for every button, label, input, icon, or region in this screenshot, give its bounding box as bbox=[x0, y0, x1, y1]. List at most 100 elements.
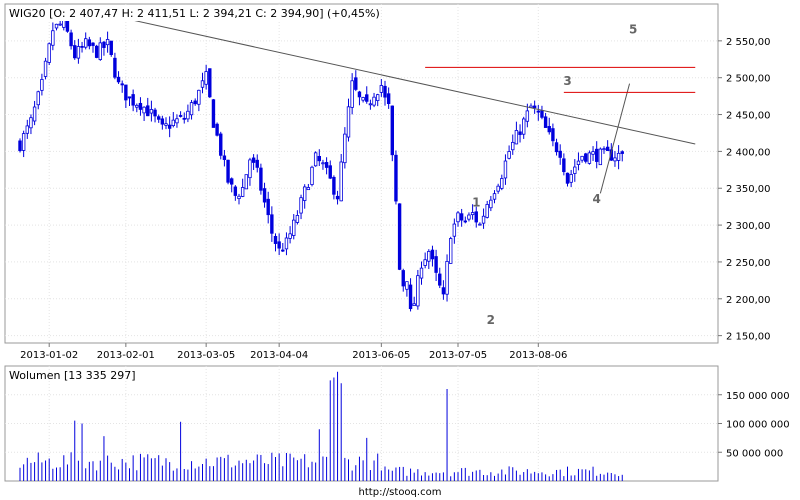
candle-body bbox=[109, 40, 113, 55]
candle-body bbox=[138, 102, 143, 110]
candle-body bbox=[142, 106, 146, 114]
candle-body bbox=[441, 287, 446, 295]
volume-tick-label: 150 000 000 bbox=[726, 391, 790, 402]
candle-body bbox=[580, 155, 584, 161]
candle-body bbox=[98, 42, 102, 60]
candle-body bbox=[350, 80, 354, 108]
candle-body bbox=[211, 99, 216, 128]
candle-body bbox=[36, 91, 40, 106]
candle-body bbox=[288, 233, 292, 239]
candle-body bbox=[160, 118, 165, 125]
candle-body bbox=[120, 83, 124, 86]
candle-body bbox=[503, 160, 508, 179]
volume-bars bbox=[19, 371, 623, 481]
candle-body bbox=[354, 77, 358, 90]
candle-body bbox=[613, 157, 617, 162]
candle-body bbox=[500, 178, 504, 189]
candle-body bbox=[434, 256, 438, 273]
wave-labels: 1 2 3 4 5 bbox=[472, 22, 637, 326]
candle-body bbox=[313, 152, 318, 167]
candle-body bbox=[492, 193, 497, 200]
candle-body bbox=[383, 85, 387, 98]
volume-tick-label: 100 000 000 bbox=[726, 420, 790, 431]
price-bars bbox=[18, 9, 624, 312]
candle-body bbox=[609, 149, 613, 161]
candle-body bbox=[459, 213, 464, 221]
candle-body bbox=[21, 133, 26, 151]
wave-label: 2 bbox=[487, 313, 495, 327]
candle-body bbox=[343, 133, 347, 164]
candle-body bbox=[452, 223, 457, 237]
candle-body bbox=[562, 158, 566, 173]
candle-body bbox=[124, 84, 128, 101]
candle-body bbox=[277, 241, 281, 249]
candle-body bbox=[178, 115, 183, 117]
candle-body bbox=[394, 154, 398, 202]
candle-body bbox=[208, 68, 212, 98]
candle-body bbox=[295, 215, 300, 223]
candle-body bbox=[543, 116, 548, 128]
candle-body bbox=[127, 96, 132, 99]
date-tick-label: 2013-04-04 bbox=[250, 350, 308, 361]
candle-body bbox=[445, 261, 449, 295]
trendline bbox=[599, 83, 631, 194]
candle-body bbox=[189, 102, 194, 116]
price-panel-frame bbox=[4, 3, 719, 344]
candle-body bbox=[215, 123, 219, 136]
candle-body bbox=[532, 105, 537, 109]
candle-body bbox=[182, 117, 186, 120]
candle-body bbox=[602, 148, 606, 151]
candle-body bbox=[284, 237, 289, 250]
candle-body bbox=[156, 116, 161, 120]
candle-body bbox=[554, 142, 559, 153]
candle-body bbox=[551, 128, 555, 142]
price-tick-label: 2 350,00 bbox=[726, 184, 771, 195]
candle-body bbox=[186, 110, 190, 120]
candle-body bbox=[175, 118, 179, 124]
candle-body bbox=[616, 152, 621, 161]
price-tick-label: 2 550,00 bbox=[726, 37, 771, 48]
candle-body bbox=[25, 125, 29, 134]
candle-body bbox=[620, 151, 624, 154]
price-tick-label: 2 200,00 bbox=[726, 295, 771, 306]
candle-body bbox=[511, 141, 515, 151]
candle-body bbox=[317, 155, 321, 162]
candle-body bbox=[496, 185, 500, 192]
candle-body bbox=[248, 159, 252, 179]
candle-body bbox=[149, 109, 154, 114]
candle-body bbox=[397, 203, 402, 270]
price-tick-label: 2 300,00 bbox=[726, 221, 771, 232]
candle-body bbox=[361, 97, 365, 101]
candle-body bbox=[259, 167, 263, 191]
candle-body bbox=[591, 151, 595, 155]
candle-body bbox=[321, 162, 325, 165]
candle-body bbox=[324, 162, 329, 168]
candle-body bbox=[419, 267, 424, 279]
candle-body bbox=[525, 110, 530, 122]
candle-body bbox=[430, 249, 435, 260]
candle-body bbox=[197, 89, 201, 105]
candle-body bbox=[273, 235, 278, 244]
candle-body bbox=[193, 100, 197, 105]
volume-chart-title: Wolumen [13 335 297] bbox=[9, 369, 136, 382]
candle-body bbox=[379, 85, 384, 93]
candle-body bbox=[266, 198, 270, 216]
candle-body bbox=[226, 159, 230, 183]
candle-body bbox=[87, 39, 92, 47]
title-backdrop bbox=[6, 5, 336, 21]
candle-body bbox=[507, 151, 511, 159]
candle-body bbox=[113, 57, 117, 78]
candle-body bbox=[558, 150, 562, 158]
candle-body bbox=[18, 140, 22, 152]
candle-body bbox=[153, 109, 157, 117]
candle-body bbox=[470, 212, 475, 216]
candle-body bbox=[219, 133, 223, 156]
candle-body bbox=[302, 186, 307, 201]
candle-body bbox=[255, 159, 259, 168]
candle-body bbox=[605, 146, 610, 152]
date-tick-label: 2013-07-05 bbox=[429, 350, 487, 361]
candle-body bbox=[346, 106, 351, 138]
candle-body bbox=[58, 23, 62, 26]
candle-body bbox=[390, 105, 394, 156]
